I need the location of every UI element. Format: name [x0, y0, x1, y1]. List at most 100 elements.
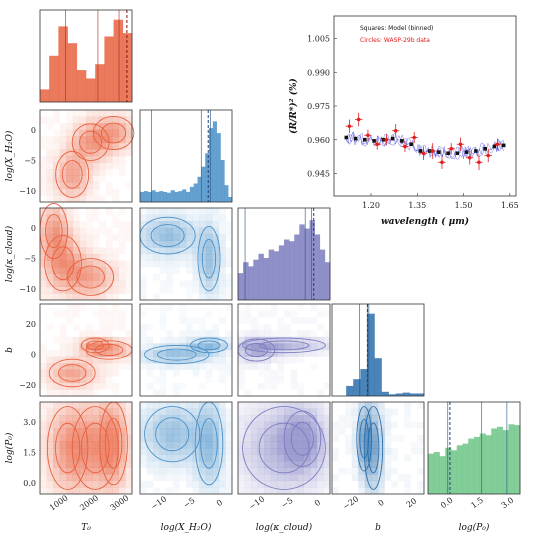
- density-cell: [277, 467, 285, 475]
- model-square: [363, 137, 367, 142]
- density-cell: [199, 330, 206, 338]
- density-cell: [186, 363, 193, 370]
- density-cell: [146, 461, 154, 468]
- density-cell: [218, 415, 226, 422]
- density-cell: [146, 227, 154, 235]
- density-cell: [264, 448, 272, 455]
- density-cell: [277, 336, 285, 344]
- density-cell: [112, 343, 120, 351]
- contour-line: [144, 406, 201, 463]
- density-cell: [238, 421, 245, 429]
- density-cell: [72, 169, 80, 176]
- density-cell: [79, 421, 87, 429]
- density-cell: [212, 421, 220, 429]
- density-cell: [59, 487, 67, 495]
- density-cell: [66, 474, 74, 482]
- hist-bar: [433, 452, 440, 494]
- density-cell: [40, 434, 47, 442]
- density-cell: [192, 369, 200, 377]
- density-cell: [66, 260, 74, 268]
- density-cell: [192, 227, 200, 235]
- density-cell: [86, 195, 93, 203]
- density-cell: [105, 280, 113, 288]
- hist-bar: [409, 393, 418, 396]
- density-cell: [112, 382, 120, 390]
- density-cell: [86, 389, 93, 397]
- density-logXH2O-vs-T0: [39, 109, 135, 203]
- density-cell: [166, 421, 174, 429]
- density-cell: [345, 467, 352, 475]
- density-cell: [199, 363, 206, 370]
- density-cell: [284, 487, 291, 495]
- density-cell: [105, 382, 113, 390]
- density-cell: [323, 402, 331, 409]
- density-cell: [140, 247, 147, 255]
- density-cell: [40, 169, 47, 176]
- density-cell: [79, 467, 87, 475]
- density-cell: [86, 280, 93, 288]
- density-cell: [238, 434, 245, 442]
- hist-bar: [166, 192, 171, 202]
- density-cell: [199, 221, 206, 228]
- density-cell: [166, 343, 174, 351]
- hist-frame: [139, 109, 233, 203]
- density-cell: [172, 382, 180, 390]
- density-cell: [66, 116, 74, 124]
- density-cell: [146, 234, 154, 242]
- density-cell: [270, 310, 278, 318]
- density-cell: [159, 267, 167, 274]
- density-cell: [284, 343, 291, 351]
- density-cell: [199, 428, 206, 436]
- density-cell: [72, 389, 80, 397]
- density-cell: [218, 376, 226, 384]
- density-cell: [86, 182, 93, 190]
- density-cell: [205, 336, 213, 344]
- density-cell: [218, 260, 226, 268]
- density-cell: [125, 434, 133, 442]
- density-cell: [323, 382, 331, 390]
- density-cell: [212, 227, 220, 235]
- density-cell: [86, 142, 93, 150]
- density-cell: [118, 273, 126, 281]
- hist-bar: [178, 191, 183, 202]
- density-cell: [186, 343, 193, 351]
- density-cell: [99, 273, 106, 281]
- density-cell: [72, 234, 80, 242]
- density-cell: [92, 188, 100, 196]
- density-cell: [40, 227, 47, 235]
- density-cell: [92, 286, 100, 294]
- density-cell: [159, 434, 167, 442]
- contour-line: [92, 115, 135, 151]
- density-cell: [159, 254, 167, 261]
- density-cell: [112, 195, 120, 203]
- density-cell: [218, 408, 226, 416]
- density-cell: [59, 254, 67, 261]
- hist-logKcloud: [237, 207, 331, 301]
- density-cell: [166, 441, 174, 449]
- density-cell: [66, 293, 74, 301]
- hist-bar: [40, 89, 50, 102]
- density-cell: [186, 467, 193, 475]
- density-cell: [172, 254, 180, 261]
- density-cell: [40, 116, 47, 124]
- density-cell: [179, 343, 187, 351]
- density-cell: [166, 286, 174, 294]
- density-cell: [166, 214, 174, 222]
- y-axis-label: log(P₀): [4, 432, 15, 463]
- density-cell: [72, 214, 80, 222]
- density-cell: [310, 441, 318, 449]
- density-cell: [410, 448, 418, 455]
- hist-bar: [324, 262, 331, 300]
- density-cell: [417, 448, 425, 455]
- density-cell: [212, 487, 220, 495]
- density-cell: [364, 480, 372, 488]
- density-cell: [140, 408, 147, 416]
- density-cell: [257, 467, 265, 475]
- density-cell: [46, 454, 54, 462]
- density-cell: [53, 142, 60, 150]
- density-cell: [66, 434, 74, 442]
- density-cell: [277, 474, 285, 482]
- density-cell: [72, 323, 80, 331]
- density-cell: [290, 434, 298, 442]
- density-cell: [72, 182, 80, 190]
